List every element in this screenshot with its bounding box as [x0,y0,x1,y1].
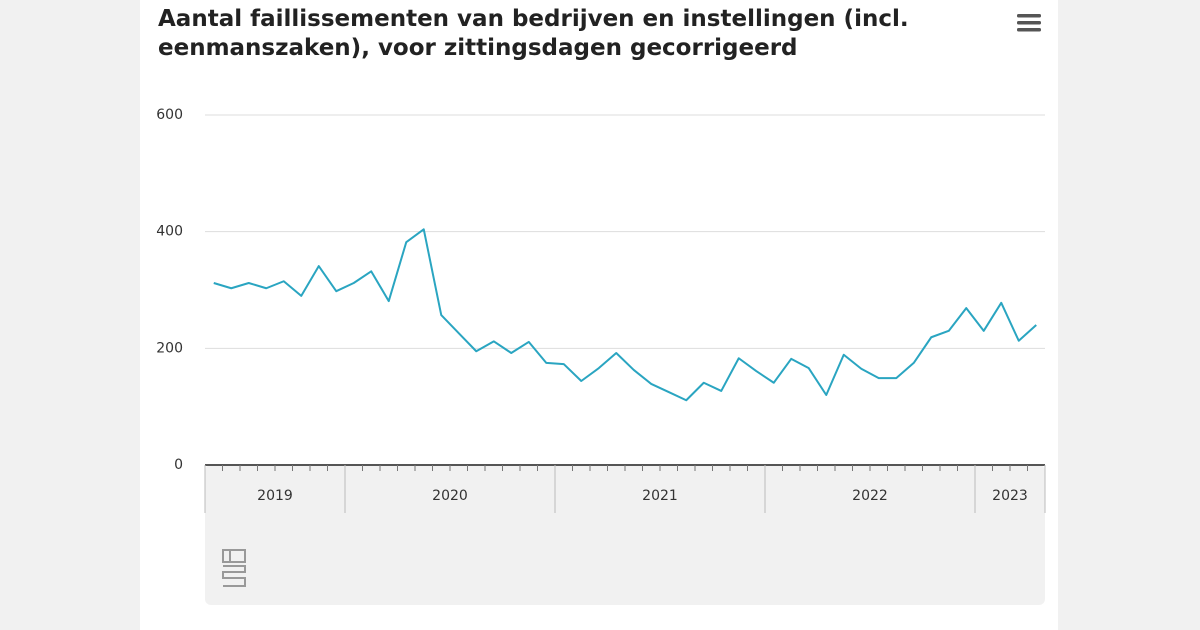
x-group-label: 2019 [257,488,293,504]
x-group-label: 2021 [642,488,678,504]
y-tick-label: 600 [156,107,183,123]
chart-title: Aantal faillissementen van bedrijven en … [158,6,909,32]
chart-title: eenmanszaken), voor zittingsdagen gecorr… [158,35,798,61]
cbs-logo [222,549,246,587]
series-line [213,228,1037,402]
y-tick-label: 0 [174,457,183,473]
menu-button[interactable] [1017,14,1041,32]
y-tick-label: 400 [156,224,183,240]
x-group-label: 2020 [432,488,468,504]
y-tick-label: 200 [156,340,183,356]
axis-panel [205,465,1045,605]
x-group-label: 2022 [852,488,888,504]
x-group-label: 2023 [992,488,1028,504]
